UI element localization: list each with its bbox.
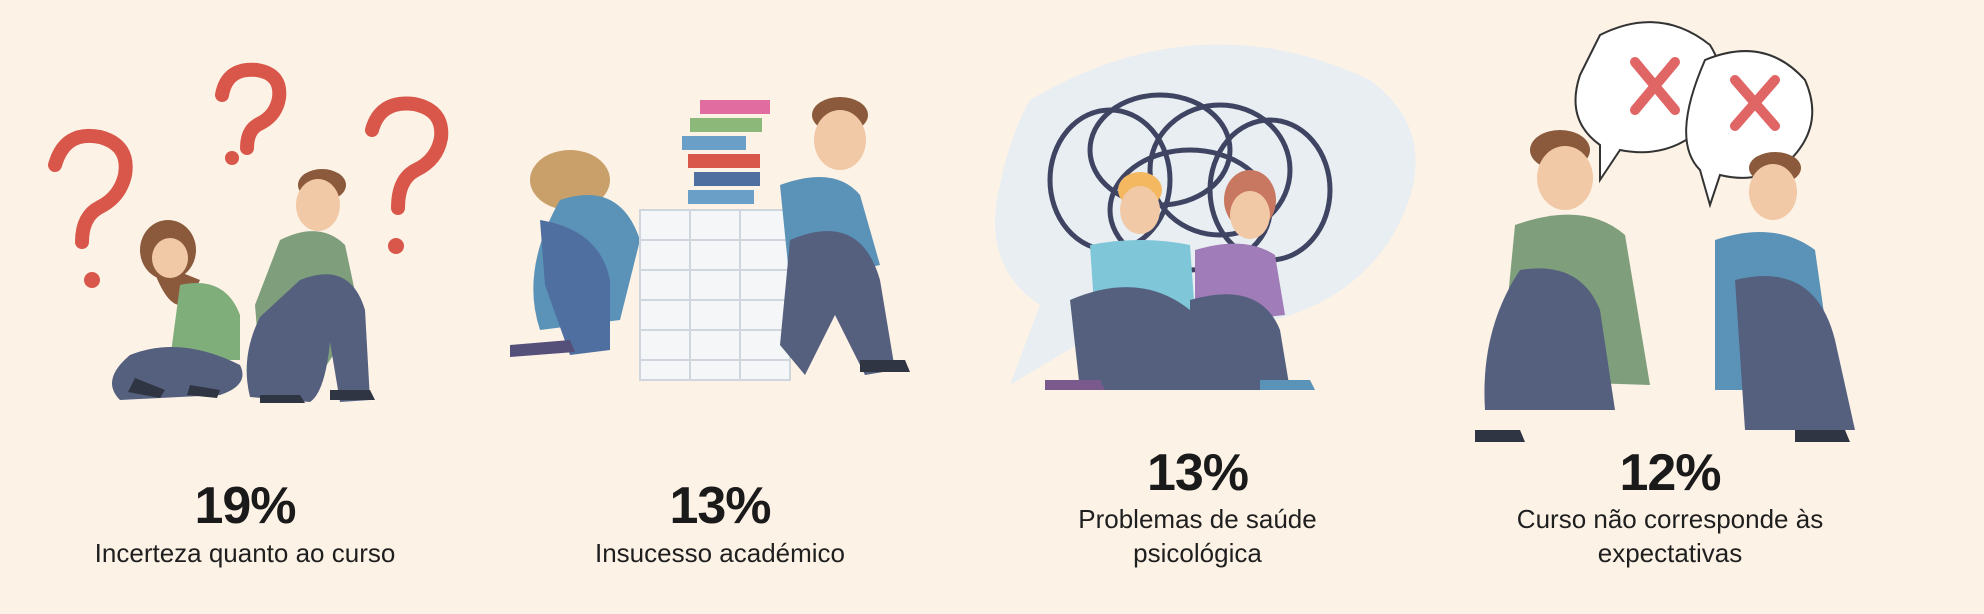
stat-percent: 13%: [1146, 444, 1249, 502]
stat-label-line1: Problemas de saúde: [1078, 504, 1317, 534]
scribble-speech-bubble-icon: [995, 44, 1416, 390]
stat-label-line2: psicológica: [1133, 538, 1262, 568]
stat-label-line1: Curso não corresponde às: [1516, 504, 1824, 534]
books-paper-stack-icon: [510, 97, 910, 381]
stat-label-line2: expectativas: [1597, 538, 1743, 568]
question-marks-couple-icon: [48, 62, 449, 403]
stat-panel-expectations: 12% Curso não corresponde às expectativa…: [1435, 0, 1905, 614]
stat-panel-academic-failure: 13% Insucesso académico: [490, 0, 950, 614]
x-speech-bubbles-icon: [1475, 21, 1855, 442]
stat-percent: 19%: [194, 477, 296, 535]
stat-label: Insucesso académico: [594, 538, 846, 568]
stat-percent: 12%: [1619, 444, 1721, 502]
stat-percent: 13%: [669, 477, 771, 535]
stat-panel-mental-health: 13% Problemas de saúde psicológica: [970, 0, 1425, 614]
stat-label: Incerteza quanto ao curso: [94, 538, 396, 568]
stat-panel-uncertainty: 19% Incerteza quanto ao curso: [0, 0, 490, 614]
